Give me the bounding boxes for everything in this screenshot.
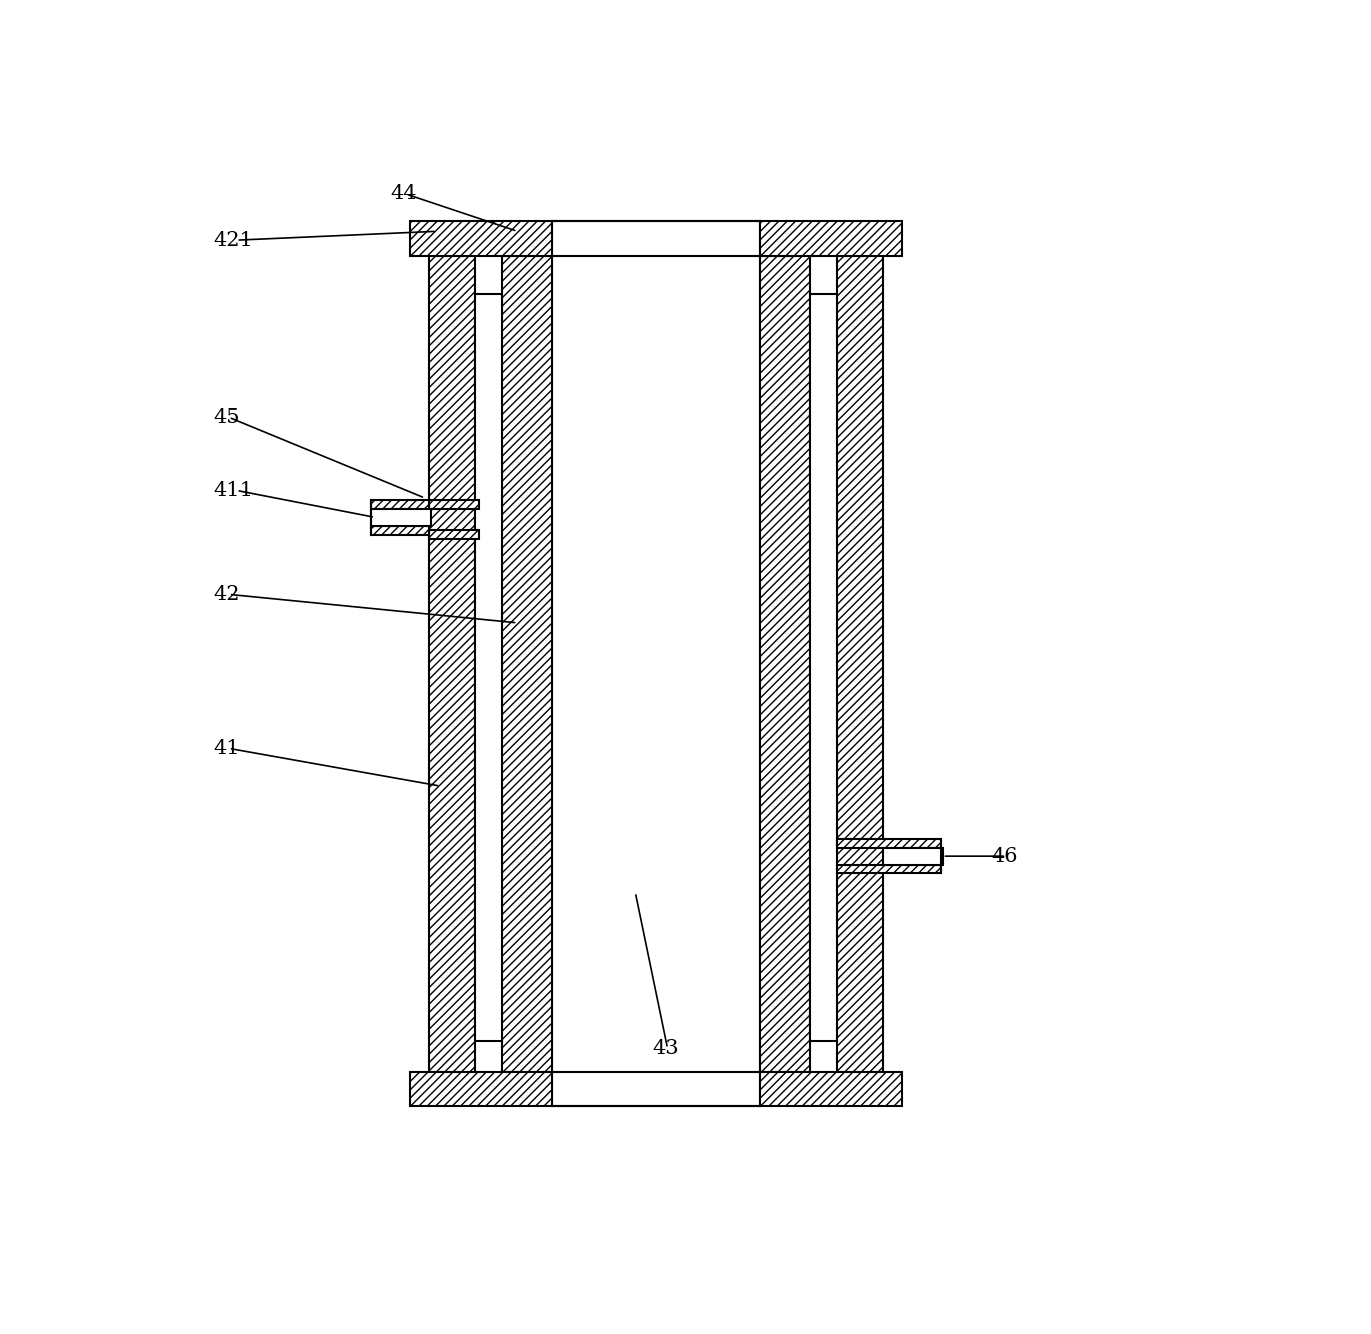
Bar: [429, 256, 476, 1071]
Bar: [553, 221, 760, 1106]
Bar: [429, 530, 478, 539]
Bar: [429, 500, 478, 508]
Text: 44: 44: [391, 184, 417, 204]
Bar: [410, 221, 553, 256]
Bar: [760, 221, 902, 256]
Text: 411: 411: [214, 482, 254, 500]
Bar: [410, 1071, 553, 1106]
Text: 46: 46: [991, 847, 1017, 866]
Text: 45: 45: [214, 408, 240, 427]
Bar: [838, 839, 941, 847]
Text: 42: 42: [214, 584, 240, 604]
Bar: [372, 508, 432, 526]
Bar: [760, 256, 810, 1071]
Bar: [810, 293, 838, 1041]
Bar: [883, 847, 943, 864]
Bar: [838, 864, 941, 874]
Bar: [502, 256, 553, 1071]
Bar: [372, 526, 429, 535]
Text: 43: 43: [653, 1039, 679, 1058]
Bar: [760, 1071, 902, 1106]
Bar: [476, 293, 502, 1041]
Bar: [838, 256, 883, 1071]
Text: 41: 41: [214, 739, 240, 758]
Bar: [372, 500, 429, 508]
Text: 421: 421: [214, 231, 254, 249]
